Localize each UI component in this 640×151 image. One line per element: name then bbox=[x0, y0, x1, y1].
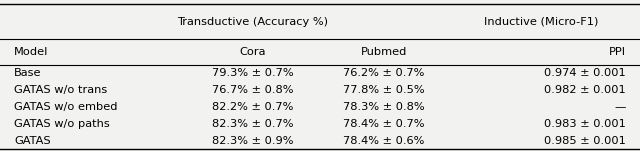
Text: 76.7% ± 0.8%: 76.7% ± 0.8% bbox=[212, 85, 294, 95]
Text: Base: Base bbox=[14, 68, 42, 78]
Text: PPI: PPI bbox=[609, 47, 626, 57]
Text: 0.983 ± 0.001: 0.983 ± 0.001 bbox=[544, 119, 626, 129]
Text: 82.3% ± 0.7%: 82.3% ± 0.7% bbox=[212, 119, 294, 129]
Text: Pubmed: Pubmed bbox=[361, 47, 407, 57]
Text: GATAS w/o embed: GATAS w/o embed bbox=[14, 102, 118, 112]
Text: 0.982 ± 0.001: 0.982 ± 0.001 bbox=[544, 85, 626, 95]
Text: GATAS w/o trans: GATAS w/o trans bbox=[14, 85, 108, 95]
Text: —: — bbox=[614, 102, 626, 112]
Text: 77.8% ± 0.5%: 77.8% ± 0.5% bbox=[343, 85, 425, 95]
Text: Cora: Cora bbox=[239, 47, 266, 57]
Text: Transductive (Accuracy %): Transductive (Accuracy %) bbox=[177, 16, 328, 27]
Text: 78.4% ± 0.6%: 78.4% ± 0.6% bbox=[343, 136, 425, 146]
Text: 76.2% ± 0.7%: 76.2% ± 0.7% bbox=[343, 68, 425, 78]
Text: Model: Model bbox=[14, 47, 49, 57]
Text: 78.4% ± 0.7%: 78.4% ± 0.7% bbox=[343, 119, 425, 129]
Text: GATAS: GATAS bbox=[14, 136, 51, 146]
Text: 82.2% ± 0.7%: 82.2% ± 0.7% bbox=[212, 102, 294, 112]
Text: GATAS w/o paths: GATAS w/o paths bbox=[14, 119, 110, 129]
Text: Inductive (Micro-F1): Inductive (Micro-F1) bbox=[484, 16, 598, 27]
Text: 78.3% ± 0.8%: 78.3% ± 0.8% bbox=[343, 102, 425, 112]
Text: 79.3% ± 0.7%: 79.3% ± 0.7% bbox=[212, 68, 294, 78]
Text: 0.985 ± 0.001: 0.985 ± 0.001 bbox=[544, 136, 626, 146]
Text: 0.974 ± 0.001: 0.974 ± 0.001 bbox=[544, 68, 626, 78]
Text: 82.3% ± 0.9%: 82.3% ± 0.9% bbox=[212, 136, 294, 146]
